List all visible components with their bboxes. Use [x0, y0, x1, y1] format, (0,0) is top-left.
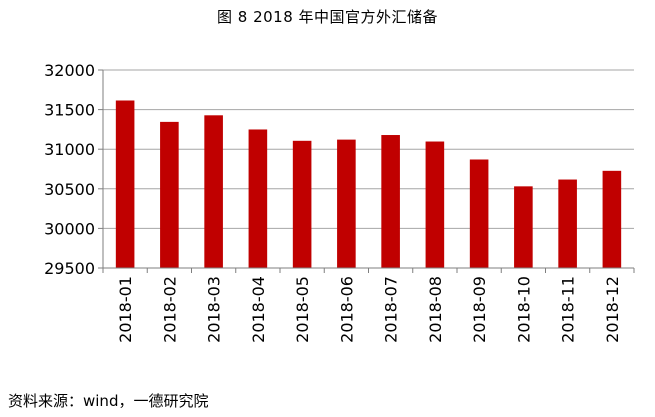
chart-title: 图 8 2018 年中国官方外汇储备 — [216, 8, 439, 26]
bar — [204, 115, 223, 268]
bar — [514, 186, 533, 268]
x-tick-label: 2018-03 — [205, 276, 224, 343]
bar — [425, 141, 445, 268]
y-tick-label: 32000 — [44, 61, 95, 80]
x-tick-label: 2018-09 — [470, 276, 489, 343]
y-tick-label: 31500 — [44, 101, 95, 120]
x-tick-label: 2018-10 — [514, 276, 533, 343]
bar — [160, 121, 179, 268]
x-tick-label: 2018-02 — [160, 276, 179, 343]
y-tick-label: 31000 — [44, 140, 95, 159]
x-tick-label: 2018-06 — [337, 276, 356, 343]
source-note: 资料来源：wind，一德研究院 — [8, 392, 209, 410]
x-tick-label: 2018-07 — [382, 276, 401, 343]
bar — [115, 100, 135, 268]
bar — [558, 179, 577, 268]
bar — [602, 170, 622, 268]
bar — [469, 159, 489, 268]
y-tick-label: 30000 — [44, 219, 95, 238]
x-tick-label: 2018-04 — [249, 276, 268, 343]
bar — [248, 129, 268, 268]
x-tick-label: 2018-01 — [116, 276, 135, 343]
bar — [292, 140, 312, 268]
x-tick-label: 2018-08 — [426, 276, 445, 343]
bar — [381, 135, 400, 268]
bar — [337, 139, 356, 268]
y-tick-label: 29500 — [44, 259, 95, 278]
x-tick-label: 2018-11 — [559, 276, 578, 343]
y-tick-label: 30500 — [44, 180, 95, 199]
x-tick-label: 2018-05 — [293, 276, 312, 343]
x-tick-label: 2018-12 — [603, 276, 622, 343]
